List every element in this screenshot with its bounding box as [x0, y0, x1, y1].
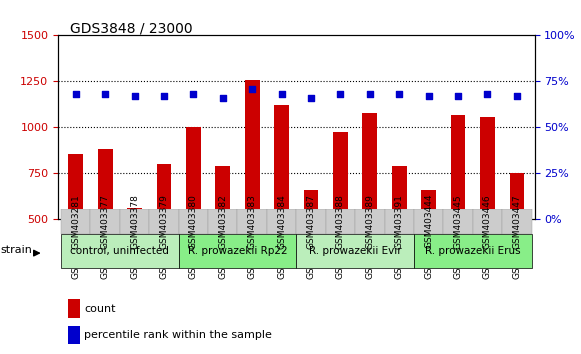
Text: GSM403387: GSM403387 — [307, 194, 315, 249]
Text: GSM403380: GSM403380 — [189, 194, 198, 249]
Bar — [480, 117, 495, 312]
Point — [365, 91, 375, 97]
Bar — [245, 80, 260, 312]
Bar — [67, 326, 80, 344]
Bar — [443, 209, 473, 234]
Text: GSM403378: GSM403378 — [130, 194, 139, 249]
Text: GSM403389: GSM403389 — [365, 194, 374, 249]
Text: R. prowazekii Erus: R. prowazekii Erus — [425, 246, 521, 256]
Point — [453, 93, 462, 99]
Bar — [333, 132, 348, 312]
Bar — [274, 105, 289, 312]
Bar — [127, 207, 142, 312]
Text: count: count — [84, 304, 116, 314]
Point — [483, 91, 492, 97]
Text: GSM403388: GSM403388 — [336, 194, 345, 249]
Bar — [216, 166, 230, 312]
Text: R. prowazekii Evir: R. prowazekii Evir — [309, 246, 401, 256]
Point — [248, 86, 257, 92]
Text: GSM403447: GSM403447 — [512, 194, 521, 249]
Text: GSM403444: GSM403444 — [424, 194, 433, 249]
Bar — [392, 166, 407, 312]
FancyBboxPatch shape — [296, 234, 414, 268]
Point — [159, 93, 168, 99]
Bar — [473, 209, 502, 234]
Text: R. prowazekii Rp22: R. prowazekii Rp22 — [188, 246, 288, 256]
Text: GSM403445: GSM403445 — [454, 194, 462, 249]
Bar — [385, 209, 414, 234]
Point — [277, 91, 286, 97]
Text: GSM403382: GSM403382 — [218, 194, 227, 249]
Bar — [179, 209, 208, 234]
Point — [130, 93, 139, 99]
Text: control, uninfected: control, uninfected — [70, 246, 169, 256]
Bar — [91, 209, 120, 234]
Bar — [502, 209, 532, 234]
FancyBboxPatch shape — [414, 234, 532, 268]
Bar — [326, 209, 355, 234]
Bar — [98, 149, 113, 312]
Bar — [267, 209, 296, 234]
Point — [336, 91, 345, 97]
Bar — [120, 209, 149, 234]
Text: GSM403383: GSM403383 — [248, 194, 257, 249]
Text: percentile rank within the sample: percentile rank within the sample — [84, 330, 272, 340]
Text: strain: strain — [0, 245, 32, 255]
Bar — [61, 209, 91, 234]
Point — [306, 95, 315, 101]
Bar — [296, 209, 326, 234]
Bar — [186, 127, 200, 312]
Bar — [67, 299, 80, 318]
Text: GSM403379: GSM403379 — [159, 194, 168, 249]
Point — [218, 95, 227, 101]
Text: GSM403377: GSM403377 — [101, 194, 110, 249]
Bar — [355, 209, 385, 234]
Point — [71, 91, 80, 97]
FancyBboxPatch shape — [61, 234, 179, 268]
Bar — [414, 209, 443, 234]
Bar — [149, 209, 179, 234]
Bar — [421, 190, 436, 312]
Point — [424, 93, 433, 99]
Text: GSM403391: GSM403391 — [394, 194, 404, 249]
Bar — [304, 190, 318, 312]
FancyBboxPatch shape — [179, 234, 296, 268]
Text: GSM403446: GSM403446 — [483, 194, 492, 249]
Text: GSM403281: GSM403281 — [71, 194, 80, 249]
Bar — [69, 154, 83, 312]
Text: GSM403384: GSM403384 — [277, 194, 286, 249]
Point — [394, 91, 404, 97]
Point — [101, 91, 110, 97]
Point — [189, 91, 198, 97]
Point — [512, 93, 522, 99]
Bar — [208, 209, 238, 234]
Bar — [238, 209, 267, 234]
Bar — [510, 173, 524, 312]
Bar — [363, 113, 377, 312]
Bar — [451, 115, 465, 312]
Bar — [157, 164, 171, 312]
Text: GDS3848 / 23000: GDS3848 / 23000 — [70, 21, 192, 35]
